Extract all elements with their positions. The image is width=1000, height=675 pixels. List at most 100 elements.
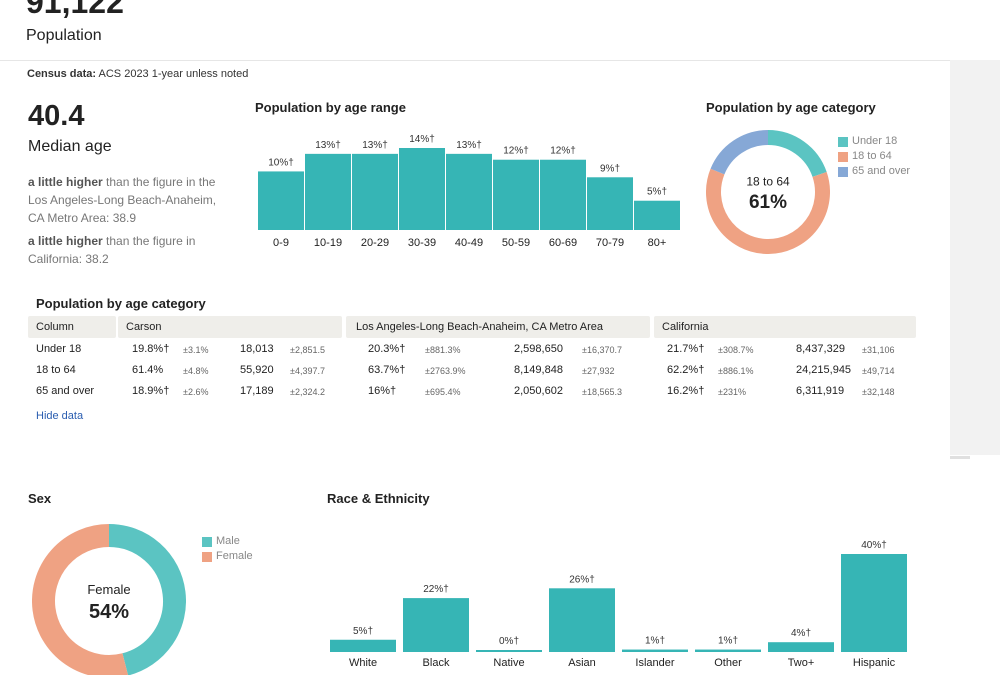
table-cell-m-num-moe: ±27,932: [582, 366, 615, 376]
bar-value-label: 5%†: [353, 626, 373, 637]
table-title: Population by age category: [36, 296, 206, 311]
sex-donut: Female 54%: [32, 524, 186, 675]
header-divider: [0, 60, 950, 61]
bar-white: [330, 639, 396, 652]
slice-female: [32, 524, 128, 675]
table-cell-m-pct-moe: ±2763.9%: [425, 366, 466, 376]
bar-20-29: [352, 153, 398, 230]
table-header-metro: Los Angeles-Long Beach-Anaheim, CA Metro…: [346, 316, 650, 338]
age-category-legend: Under 18 18 to 64 65 and over: [838, 134, 910, 179]
bar-other: [695, 649, 761, 652]
hide-data-link[interactable]: Hide data: [36, 410, 84, 422]
bar-value-label: 40%†: [861, 540, 887, 551]
donut-center-value: 54%: [89, 601, 129, 623]
median-age-value: 40.4: [28, 100, 85, 132]
bar-value-label: 26%†: [569, 574, 595, 585]
header-label: Column: [36, 321, 74, 333]
race-title: Race & Ethnicity: [327, 491, 430, 506]
row-label: 18 to 64: [36, 364, 76, 376]
table-cell-s-num: 8,437,329: [796, 343, 845, 355]
age-range-title: Population by age range: [255, 100, 406, 115]
category-label: Native: [493, 657, 524, 669]
table-cell-s-num-moe: ±32,148: [862, 387, 895, 397]
table-cell-c-num-moe: ±4,397.7: [290, 366, 325, 376]
donut-center-label: 18 to 64: [746, 174, 790, 188]
compare-metro-text: than the figure in the Los Angeles-Long …: [28, 175, 217, 225]
bar-60-69: [540, 159, 586, 230]
age-range-chart: 10%† 0-9 13%† 10-19 13%† 20-29 14%† 30-39 13%† 40…: [258, 134, 680, 249]
table-cell-s-pct-moe: ±308.7%: [718, 345, 754, 355]
bar-value-label: 13%†: [456, 140, 482, 151]
table-cell-m-pct-moe: ±695.4%: [425, 387, 461, 397]
bar-value-label: 13%†: [315, 140, 341, 151]
legend-item: Male: [202, 534, 253, 549]
table-cell-s-pct: 62.2%†: [667, 364, 705, 376]
bar-value-label: 5%†: [647, 187, 667, 198]
legend-swatch: [202, 536, 212, 547]
bar-value-label: 12%†: [503, 146, 529, 157]
slice-65-and-over: [710, 130, 769, 175]
compare-state-bold: a little higher: [28, 234, 103, 248]
table-cell-c-pct: 18.9%†: [132, 385, 170, 397]
side-panel: [950, 60, 1000, 455]
donut-center-value: 61%: [749, 192, 787, 213]
category-label: 30-39: [408, 237, 436, 249]
bar-10-19: [305, 153, 351, 230]
median-compare-state: a little higher than the figure in Calif…: [28, 232, 228, 268]
category-label: Asian: [568, 657, 596, 669]
bar-value-label: 14%†: [409, 134, 435, 145]
bar-value-label: 10%†: [268, 157, 294, 168]
category-label: 50-59: [502, 237, 530, 249]
census-source: ACS 2023 1-year unless noted: [98, 68, 249, 80]
legend-swatch: [838, 166, 848, 177]
category-label: Islander: [635, 657, 674, 669]
table-cell-m-pct: 63.7%†: [368, 364, 406, 376]
bar-value-label: 1%†: [718, 636, 738, 647]
legend-swatch: [838, 136, 848, 147]
table-cell-s-pct: 21.7%†: [667, 343, 705, 355]
bar-value-label: 1%†: [645, 636, 665, 647]
race-ethnicity-chart: 5%† White 22%† Black 0%† Native 26%† Asian 1%† Is…: [330, 540, 907, 669]
category-label: 40-49: [455, 237, 483, 249]
table-header-state: California: [654, 316, 916, 338]
header-label: Los Angeles-Long Beach-Anaheim, CA Metro…: [356, 321, 604, 333]
table-cell-s-num: 24,215,945: [796, 364, 852, 376]
row-label: 65 and over: [36, 385, 95, 397]
population-value: 91,122: [26, 0, 124, 20]
header-label: Carson: [126, 321, 162, 333]
table-cell-c-pct-moe: ±4.8%: [183, 366, 209, 376]
donut-center-label: Female: [87, 582, 130, 597]
table-header-column: Column: [28, 316, 116, 338]
bar-0-9: [258, 171, 304, 230]
legend-item: Female: [202, 549, 253, 564]
category-label: Hispanic: [853, 657, 896, 669]
census-note: Census data: ACS 2023 1-year unless note…: [27, 68, 248, 80]
category-label: 0-9: [273, 237, 289, 249]
table-header-carson: Carson: [118, 316, 342, 338]
slice-male: [108, 524, 186, 675]
table-cell-m-num: 8,149,848: [514, 364, 563, 376]
compare-state-text: than the figure in California: 38.2: [28, 234, 196, 266]
bar-asian: [549, 588, 615, 652]
table-cell-m-pct: 16%†: [368, 385, 397, 397]
bar-30-39: [399, 148, 445, 230]
legend-label: Male: [216, 535, 240, 547]
table-cell-c-num: 18,013: [240, 343, 274, 355]
category-label: 80+: [648, 237, 667, 249]
population-label: Population: [26, 27, 102, 44]
legend-swatch: [838, 151, 848, 162]
table-cell-m-pct-moe: ±881.3%: [425, 345, 461, 355]
category-label: White: [349, 657, 377, 669]
slice-under-18: [767, 130, 827, 178]
table-cell-s-pct: 16.2%†: [667, 385, 705, 397]
panel-divider: [950, 456, 970, 459]
bar-70-79: [587, 177, 633, 230]
table-cell-c-pct-moe: ±3.1%: [183, 345, 209, 355]
table-cell-s-num: 6,311,919: [796, 385, 845, 397]
header-label: California: [662, 321, 709, 333]
bar-value-label: 4%†: [791, 628, 811, 639]
category-label: 60-69: [549, 237, 577, 249]
median-age-label: Median age: [28, 138, 112, 155]
bar-black: [403, 598, 469, 652]
slice-18-to-64: [706, 168, 830, 254]
